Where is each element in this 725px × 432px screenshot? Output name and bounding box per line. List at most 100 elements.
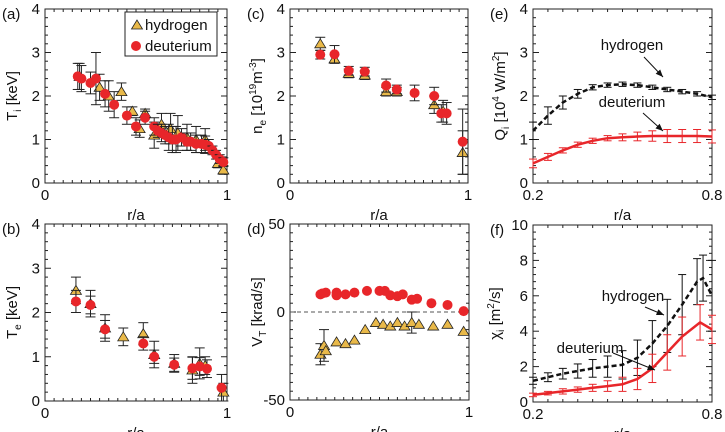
deuterium-marker <box>218 157 229 168</box>
y-tick-label: 1 <box>32 132 40 149</box>
y-axis-label-part: i <box>13 109 24 111</box>
y-axis-label-part: /s] <box>487 287 504 303</box>
hydrogen-marker <box>117 331 130 342</box>
series-deuterium <box>529 128 716 169</box>
y-tick-label: 4 <box>277 1 285 18</box>
arrowhead-icon <box>655 123 663 131</box>
x-tick-label: 1 <box>465 404 473 421</box>
hydrogen-marker <box>319 344 333 356</box>
hydrogen-marker <box>93 81 106 92</box>
panel-label: (c) <box>247 6 265 23</box>
deuterium-marker <box>343 65 354 76</box>
deuterium-marker <box>149 351 160 362</box>
deuterium-marker <box>391 84 402 95</box>
y-axis-label-part: e <box>258 119 269 125</box>
panel-label: (e) <box>490 6 508 23</box>
panel-label: (b) <box>2 221 20 238</box>
y-tick-label: 3 <box>520 45 528 62</box>
y-axis-label-part: e <box>13 324 24 330</box>
y-tick-label: 0 <box>277 175 285 192</box>
y-axis-label-part: [10 <box>492 102 509 127</box>
y-axis-label-part: i <box>496 330 507 332</box>
y-axis-label-part: ] <box>492 51 509 55</box>
deuterium-marker <box>441 108 452 119</box>
panel-c: 0 1 0 1 2 3 4 r/a ne​ [1019​m-3​] (c) <box>247 1 472 224</box>
y-axis-label-part: ] <box>249 58 266 62</box>
y-axis-label-part: χ <box>487 332 504 340</box>
y-tick-label: 6 <box>520 288 528 305</box>
x-tick-label: 0.2 <box>523 406 544 423</box>
hydrogen-marker <box>369 316 383 327</box>
deuterium-marker <box>458 306 469 317</box>
series-line <box>532 83 713 132</box>
arrowhead-icon <box>655 69 663 77</box>
x-axis-label: r/a <box>371 424 389 432</box>
panel-a: 0 1 0 1 2 3 4 r/a Ti​ [keV] (a) hydrogen deuterium <box>2 1 231 224</box>
x-axis-label: r/a <box>370 207 388 224</box>
x-tick-label: 0 <box>286 404 294 421</box>
x-tick-label: 0.8 <box>702 406 723 423</box>
y-axis-label-part: Q <box>492 129 509 141</box>
hydrogen-marker <box>412 318 426 329</box>
y-axis-label-part: [keV] <box>4 286 21 324</box>
panel-label: (f) <box>490 222 504 239</box>
y-tick-label: 2 <box>520 88 528 105</box>
deuterium-marker <box>70 296 81 307</box>
legend-hydrogen-marker <box>130 19 144 30</box>
legend-label-hydrogen: hydrogen <box>145 17 208 34</box>
series-hydrogen <box>529 81 716 140</box>
deuterium-marker <box>412 293 423 304</box>
deuterium-marker <box>340 289 351 300</box>
hydrogen-marker <box>376 318 390 329</box>
deuterium-marker <box>100 88 111 99</box>
annotation-arrow <box>612 352 656 371</box>
x-tick-label: 1 <box>464 187 472 204</box>
annotation-hydrogen: hydrogen <box>601 37 664 54</box>
y-tick-label: 2 <box>32 88 40 105</box>
legend: hydrogen deuterium <box>124 11 218 57</box>
deuterium-marker <box>109 99 120 110</box>
y-tick-label: 3 <box>277 45 285 62</box>
deuterium-marker <box>349 287 360 298</box>
y-tick-label: 3 <box>32 260 40 277</box>
y-axis-label-part: i <box>501 127 512 129</box>
y-axis-label-part: 19 <box>248 83 259 95</box>
annotation-hydrogen: hydrogen <box>602 288 665 305</box>
legend-label-deuterium: deuterium <box>145 38 212 55</box>
deuterium-marker <box>121 110 132 121</box>
series-deuterium <box>315 45 468 175</box>
y-axis-label-part: T <box>4 112 21 121</box>
legend-box <box>124 11 218 57</box>
y-tick-label: 1 <box>277 132 285 149</box>
x-tick-label: 0.2 <box>523 187 544 204</box>
series-line <box>532 134 713 165</box>
y-axis-label-part: W/m <box>492 61 509 96</box>
annotation-deuterium: deuterium <box>557 340 624 357</box>
series-line <box>532 276 714 383</box>
panel-b: 0 1 0 1 2 3 4 r/a Te​ [keV] (b) <box>2 216 231 432</box>
x-axis-label: r/a <box>614 426 632 432</box>
y-tick-label: 2 <box>32 305 40 322</box>
plot-frame <box>289 8 469 184</box>
x-tick-label: 0.8 <box>702 187 723 204</box>
y-axis-label-part: T <box>258 331 269 337</box>
panel-f: 0.2 0.8 0 2 4 6 8 10 r/a χi​ [m2​/s] (f) hydrogen de… <box>486 217 722 432</box>
deuterium-marker <box>76 73 87 84</box>
series-deuterium <box>72 52 229 168</box>
y-axis-label-part: 2 <box>486 303 497 309</box>
legend-deuterium-marker <box>131 41 141 51</box>
y-axis-label-part: [10 <box>249 95 266 120</box>
deuterium-marker <box>397 289 408 300</box>
x-axis-label: r/a <box>614 207 632 224</box>
series-hydrogen <box>314 311 470 366</box>
panel-d: 01-50050r/aVT​ [krad/s](d) <box>247 216 473 432</box>
y-tick-label: 1 <box>32 349 40 366</box>
y-tick-label: 0 <box>520 394 528 411</box>
deuterium-marker <box>429 91 440 101</box>
y-tick-label: 8 <box>520 252 528 269</box>
y-axis-label-part: [krad/s] <box>249 277 266 330</box>
series-deuterium <box>529 304 716 398</box>
y-tick-label: 3 <box>32 45 40 62</box>
y-tick-label: 4 <box>32 216 40 233</box>
